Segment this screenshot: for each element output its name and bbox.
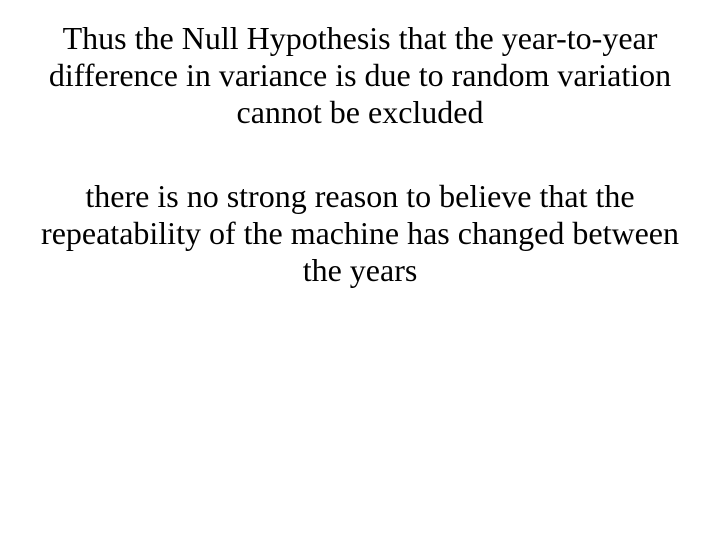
slide-container: Thus the Null Hypothesis that the year-t… [0,0,720,540]
paragraph-conclusion: there is no strong reason to believe tha… [30,178,690,288]
paragraph-null-hypothesis: Thus the Null Hypothesis that the year-t… [40,20,680,130]
